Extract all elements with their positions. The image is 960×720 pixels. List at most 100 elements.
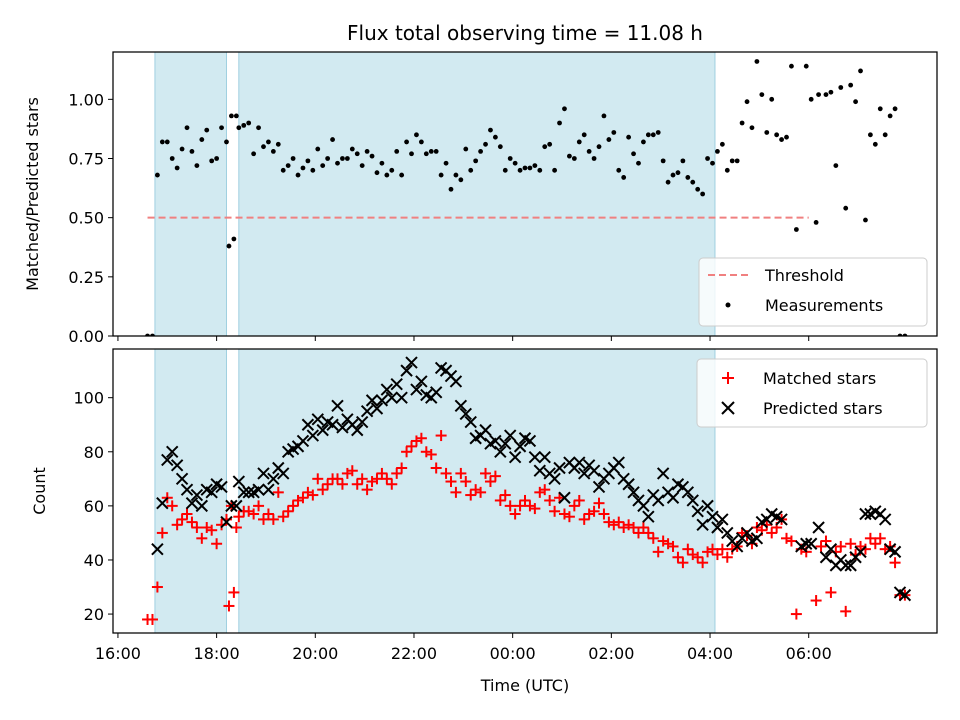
measurement-point-146	[858, 68, 863, 74]
xtick-label-3: 22:00	[391, 644, 437, 663]
predicted-point-11	[205, 486, 218, 499]
matched-point-109	[667, 540, 679, 552]
matched-points	[142, 430, 911, 625]
matched-point-72	[484, 476, 496, 488]
measurement-point-89	[571, 156, 577, 161]
bottom-legend: Matched stars Predicted stars	[696, 358, 928, 428]
matched-point-101	[628, 522, 640, 534]
measurement-point-138	[816, 92, 821, 97]
measurement-point-2	[155, 172, 160, 178]
measurement-point-112	[685, 175, 691, 180]
matched-point-140	[825, 586, 837, 598]
matched-point-21	[233, 511, 245, 523]
matched-point-9	[186, 516, 198, 528]
measurement-point-109	[670, 172, 676, 178]
matched-point-49	[371, 473, 383, 485]
matched-point-143	[840, 605, 852, 617]
matched-point-5	[166, 500, 178, 512]
predicted-point-7	[185, 496, 199, 510]
matched-point-64	[445, 476, 457, 488]
measurement-point-81	[532, 163, 538, 169]
predicted-point-9	[195, 499, 209, 513]
measurement-point-125	[749, 125, 755, 131]
matched-point-13	[206, 524, 218, 536]
measurement-point-44	[349, 146, 355, 152]
measurement-point-126	[754, 59, 760, 64]
predicted-point-38	[336, 421, 349, 434]
predicted-point-100	[642, 510, 655, 523]
predicted-point-79	[538, 450, 551, 464]
matched-point-46	[356, 473, 368, 485]
predicted-point-32	[306, 429, 320, 442]
predicted-point-90	[592, 480, 606, 494]
matched-point-68	[465, 489, 477, 501]
predicted-point-54	[415, 375, 428, 388]
top-ytick-label-2: 0.50	[68, 209, 104, 228]
top-legend-box	[698, 257, 928, 327]
matched-point-31	[282, 505, 294, 517]
predicted-point-53	[410, 383, 423, 396]
predicted-point-48	[385, 391, 398, 404]
matched-point-71	[480, 467, 492, 479]
measurement-point-83	[542, 144, 548, 150]
measurement-point-62	[438, 172, 444, 178]
matched-point-133	[785, 535, 797, 547]
predicted-point-21	[252, 483, 265, 496]
measurement-point-56	[409, 151, 414, 157]
measurement-point-65	[453, 172, 459, 178]
measurement-point-114	[695, 186, 701, 192]
measurement-point-14	[214, 156, 220, 161]
measurement-point-20	[231, 236, 237, 242]
predicted-point-3	[166, 445, 179, 458]
matched-point-66	[455, 467, 467, 479]
measurement-point-144	[848, 82, 854, 88]
measurement-point-72	[488, 127, 493, 133]
ratio-panel: 0.00 0.25 0.50 0.75 1.00 Matched/Predicted s…	[23, 51, 938, 346]
matched-point-153	[889, 557, 901, 569]
matched-point-77	[509, 508, 521, 520]
measurement-point-36	[310, 167, 316, 173]
measurement-point-79	[522, 165, 528, 171]
legend-measurements-label: Measurements	[765, 296, 883, 315]
matched-point-30	[277, 511, 289, 523]
measurement-point-5	[169, 156, 175, 161]
predicted-points	[151, 356, 912, 602]
matched-point-119	[716, 543, 728, 555]
predicted-point-4	[170, 459, 184, 472]
measurement-point-120	[724, 167, 730, 173]
measurement-point-58	[418, 139, 424, 145]
measurement-point-107	[660, 158, 666, 164]
matched-point-27	[262, 508, 274, 520]
predicted-point-67	[479, 423, 492, 437]
xtick-label-1: 18:00	[194, 644, 240, 663]
predicted-point-51	[400, 364, 413, 377]
predicted-point-89	[587, 464, 601, 477]
shaded-region-1	[154, 349, 227, 633]
top-shaded-regions	[154, 52, 716, 336]
measurement-point-153	[892, 106, 898, 112]
shaded-region-1	[154, 52, 227, 336]
predicted-point-8	[190, 488, 204, 502]
measurement-points	[145, 59, 908, 336]
predicted-point-81	[548, 472, 561, 486]
predicted-point-37	[331, 399, 344, 413]
matched-point-114	[692, 551, 704, 563]
measurement-point-91	[581, 132, 587, 138]
predicted-point-105	[666, 491, 680, 504]
matched-point-93	[588, 505, 600, 517]
predicted-point-50	[395, 391, 408, 404]
measurement-point-116	[705, 156, 710, 161]
xtick-label-6: 04:00	[687, 644, 733, 663]
predicted-point-146	[888, 545, 902, 559]
matched-point-50	[376, 467, 388, 479]
predicted-point-15	[225, 499, 238, 513]
matched-point-83	[539, 484, 551, 496]
predicted-point-71	[499, 437, 512, 450]
matched-point-51	[381, 473, 393, 485]
matched-point-67	[460, 476, 472, 488]
measurement-point-100	[626, 134, 632, 140]
legend-matched-swatch	[722, 372, 734, 384]
predicted-point-19	[242, 486, 255, 499]
measurement-point-19	[226, 243, 232, 249]
matched-point-3	[156, 527, 168, 539]
